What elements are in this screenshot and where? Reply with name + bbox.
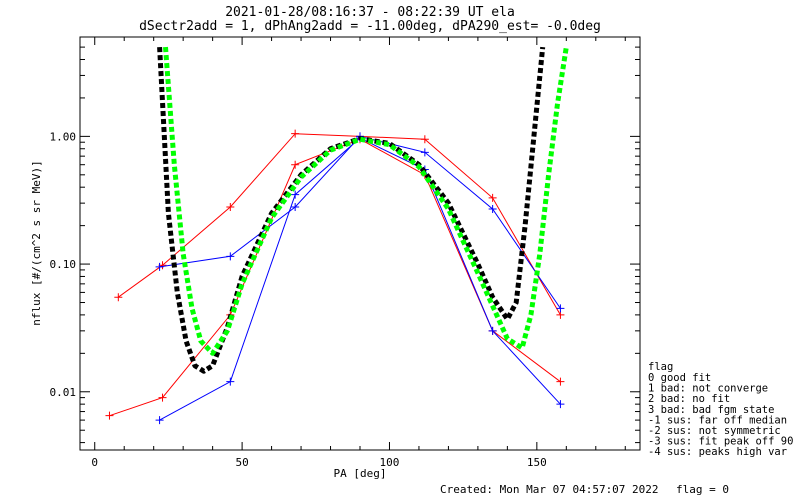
legend-entry: -3 sus: fit peak off 90 — [648, 436, 793, 448]
series-line-0 — [118, 133, 561, 316]
x-tick-label: 100 — [380, 456, 400, 469]
data-point — [291, 202, 300, 211]
legend-entry: 3 bad: bad fgm state — [648, 404, 774, 416]
footer-flag: flag = 0 — [676, 483, 729, 496]
data-point — [155, 262, 164, 271]
data-point — [488, 204, 497, 213]
data-point — [291, 190, 300, 199]
data-point — [226, 252, 235, 261]
fit-curve-black — [157, 46, 546, 374]
data-point — [420, 148, 429, 157]
series-line-2 — [109, 138, 561, 417]
chart-title: 2021-01-28/08:16:37 - 08:22:39 UT ela — [225, 5, 515, 20]
data-point — [488, 326, 497, 335]
y-tick-label: 0.01 — [50, 386, 77, 399]
fit-curve-green — [163, 46, 569, 356]
data-point — [291, 160, 300, 169]
y-axis-label: nflux [#/(cm^2 s sr MeV)] — [30, 160, 43, 326]
footer-created: Created: Mon Mar 07 04:57:07 2022 — [440, 483, 659, 496]
legend-title: flag — [648, 361, 673, 373]
data-point — [291, 129, 300, 138]
data-point — [556, 377, 565, 386]
x-axis-label: PA [deg] — [334, 467, 387, 480]
legend: flag 0 good fit 1 bad: not converge 2 ba… — [648, 361, 793, 458]
series-line-3 — [159, 137, 561, 421]
legend-entry: 2 bad: no fit — [648, 393, 730, 405]
x-tick-label: 0 — [91, 456, 98, 469]
data-point — [488, 193, 497, 202]
chart-subtitle: dSectr2add = 1, dPhAng2add = -11.00deg, … — [139, 19, 601, 34]
data-point — [226, 202, 235, 211]
fit-layer — [157, 46, 569, 374]
series-layer — [105, 129, 565, 425]
data-point — [155, 416, 164, 425]
data-point — [420, 135, 429, 144]
legend-entry: 0 good fit — [648, 372, 711, 384]
data-point — [114, 293, 123, 302]
data-point — [158, 393, 167, 402]
y-tick-label: 0.10 — [50, 258, 77, 271]
legend-entry: -4 sus: peaks high var — [648, 446, 787, 458]
y-tick-label: 1.00 — [50, 130, 77, 143]
data-point — [226, 377, 235, 386]
data-point — [105, 411, 114, 420]
data-point — [556, 400, 565, 409]
data-point — [556, 304, 565, 313]
legend-entry: -2 sus: not symmetric — [648, 425, 781, 437]
x-tick-label: 150 — [527, 456, 547, 469]
x-tick-label: 50 — [235, 456, 248, 469]
legend-entry: 1 bad: not converge — [648, 383, 768, 395]
legend-entry: -1 sus: far off median — [648, 414, 787, 426]
series-line-1 — [159, 135, 561, 309]
axes-layer: 0 50 100 150 0.01 0.10 1.00 — [50, 36, 640, 469]
